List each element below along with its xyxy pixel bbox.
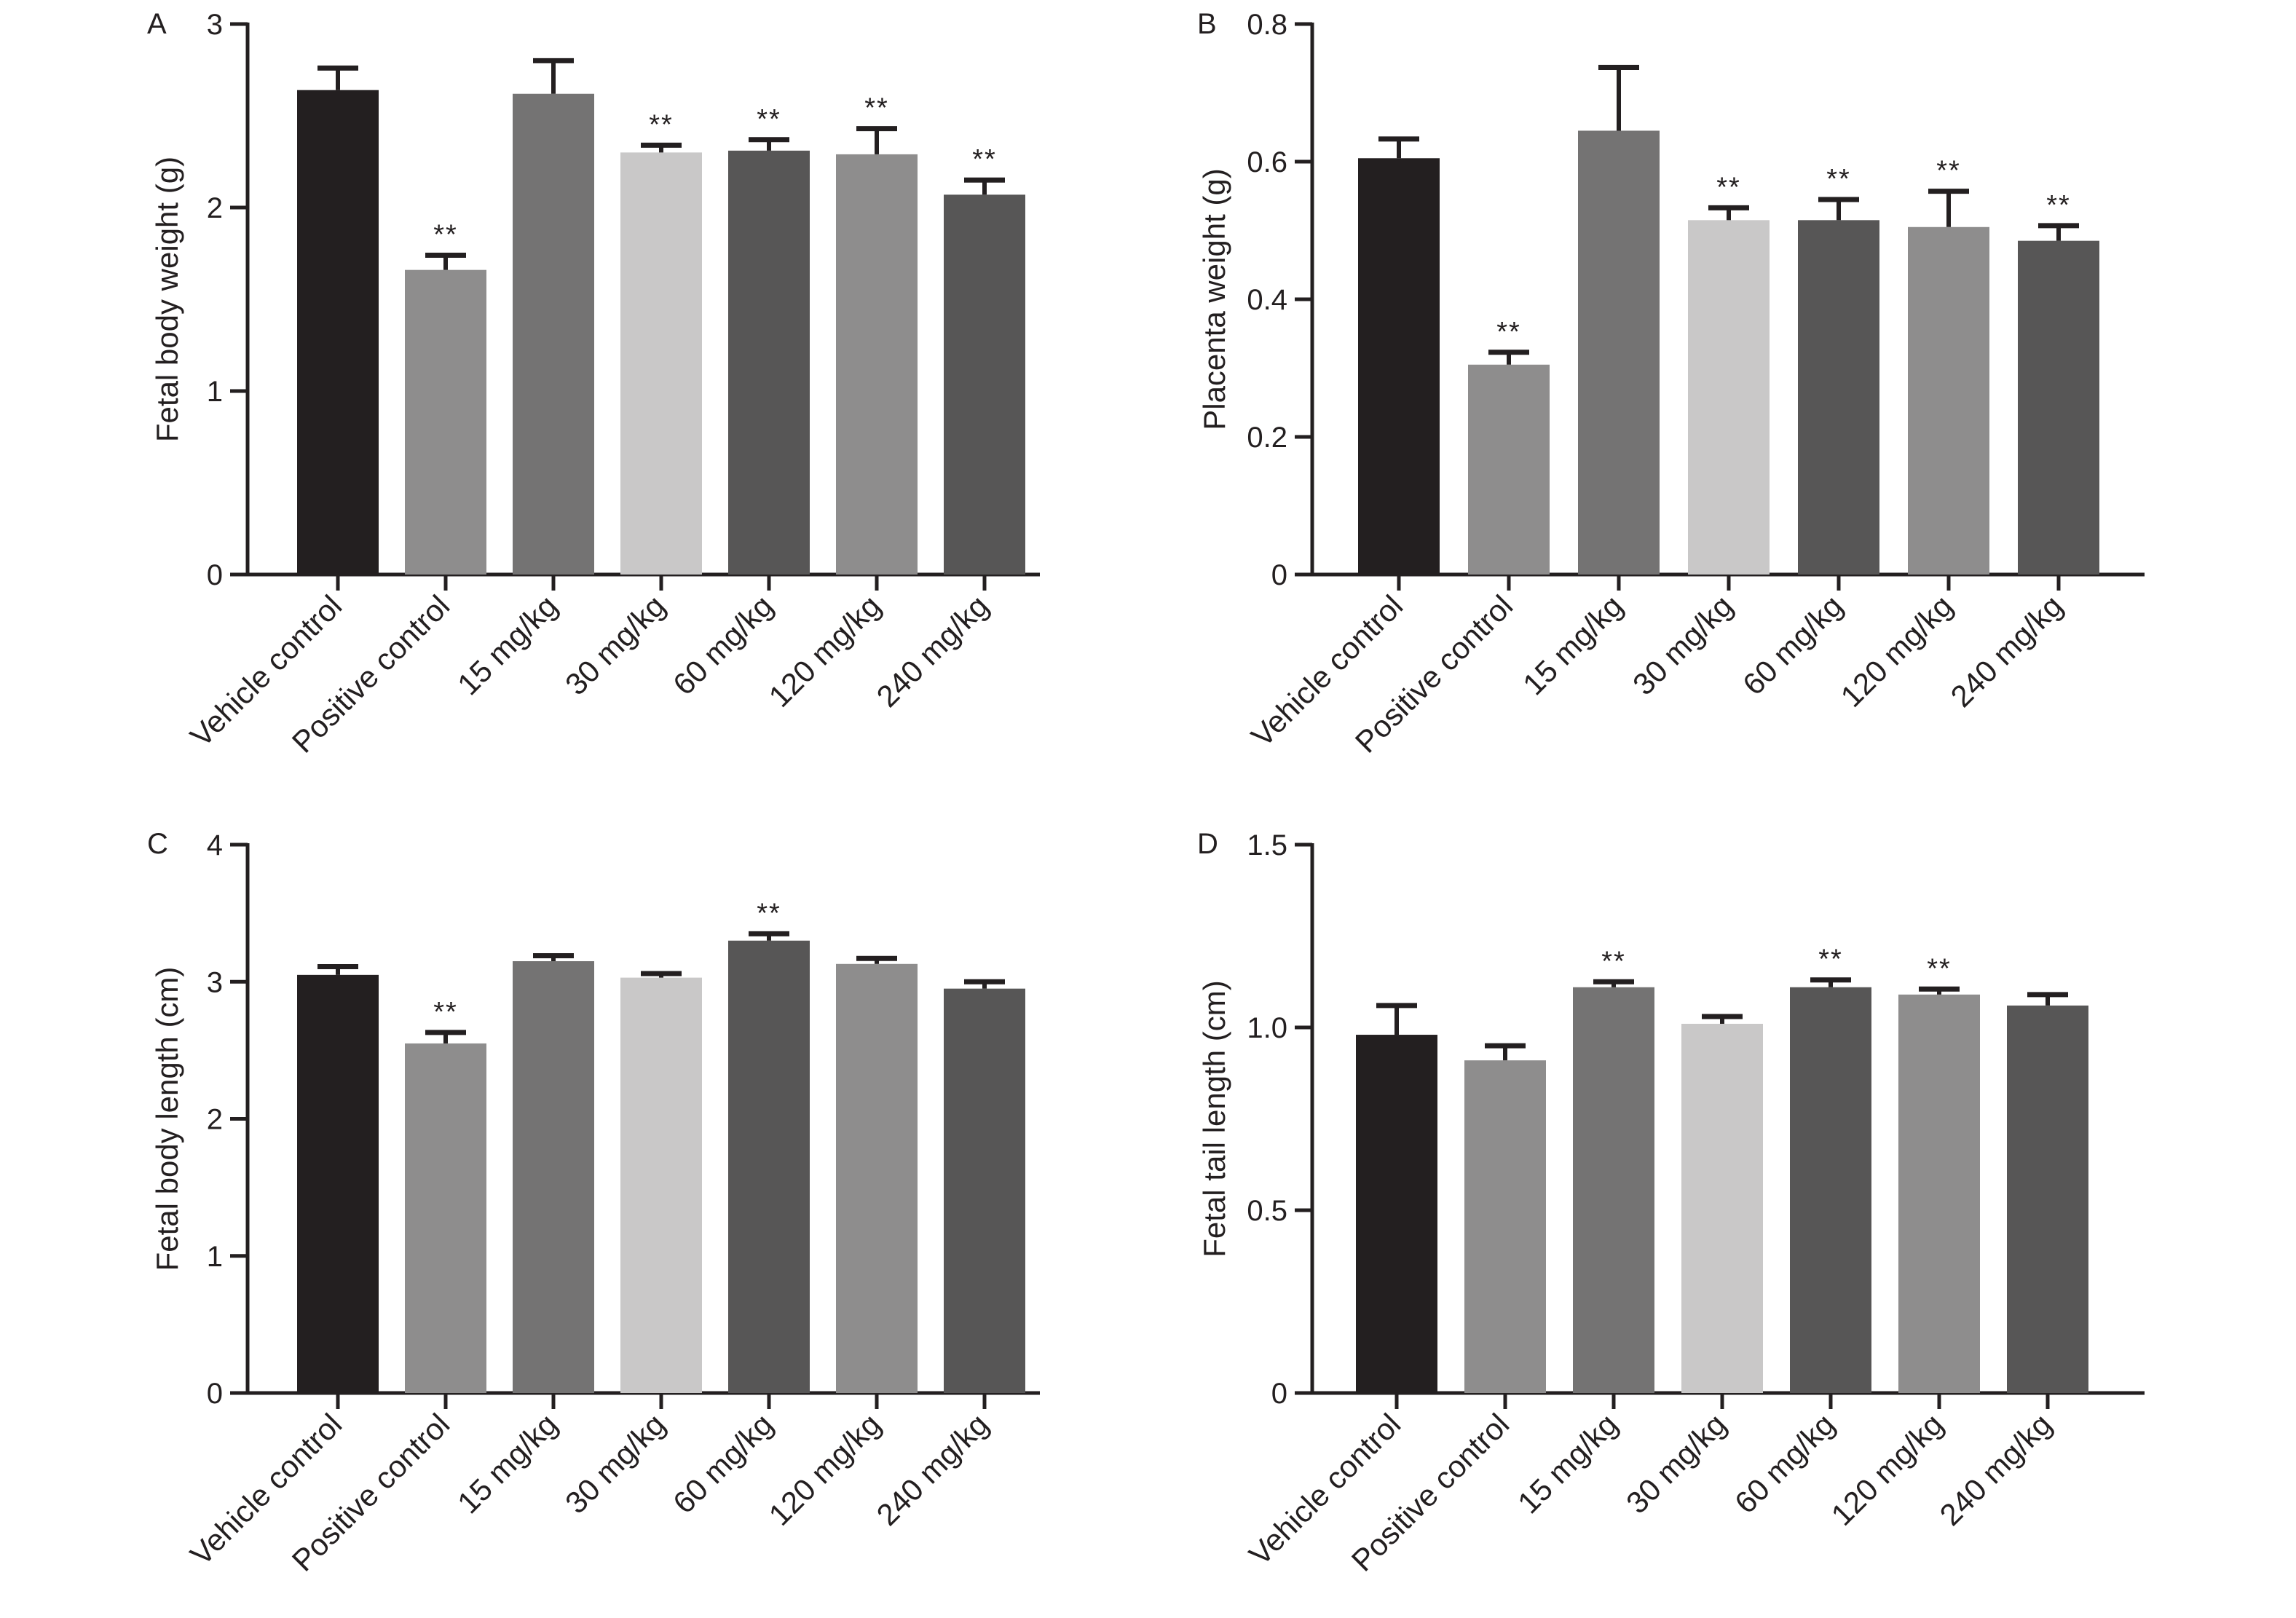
x-tick-label: 240 mg/kg bbox=[869, 1407, 995, 1532]
x-tick-label: 60 mg/kg bbox=[666, 588, 779, 701]
bar bbox=[513, 93, 594, 575]
x-tick-label: 120 mg/kg bbox=[1824, 1407, 1949, 1532]
significance-label: ** bbox=[649, 109, 674, 140]
bar bbox=[1468, 364, 1550, 575]
y-tick-label: 0.6 bbox=[1247, 146, 1287, 178]
x-tick-label: 30 mg/kg bbox=[559, 588, 671, 701]
bar bbox=[1464, 1060, 1546, 1393]
y-tick-label: 0 bbox=[207, 559, 223, 591]
y-tick-label: 0 bbox=[1271, 559, 1287, 591]
significance-label: ** bbox=[1936, 156, 1961, 186]
significance-label: ** bbox=[757, 104, 781, 135]
panel-label: A bbox=[147, 8, 167, 40]
significance-label: ** bbox=[433, 220, 458, 250]
panel-label: D bbox=[1197, 828, 1218, 860]
bar bbox=[836, 963, 918, 1393]
y-tick-label: 1.0 bbox=[1247, 1012, 1287, 1044]
y-tick-label: 0.8 bbox=[1247, 9, 1287, 41]
x-tick-label: 30 mg/kg bbox=[559, 1407, 671, 1520]
bar bbox=[1578, 130, 1660, 575]
significance-label: ** bbox=[972, 144, 997, 175]
significance-label: ** bbox=[1496, 317, 1521, 347]
bar bbox=[513, 961, 594, 1393]
significance-label: ** bbox=[2046, 190, 2071, 221]
panel-label: C bbox=[147, 828, 168, 860]
bar bbox=[1356, 1035, 1437, 1393]
significance-label: ** bbox=[757, 898, 781, 928]
bar bbox=[1573, 987, 1654, 1393]
y-tick-label: 0 bbox=[1271, 1378, 1287, 1410]
bar bbox=[728, 150, 810, 575]
bar bbox=[944, 194, 1025, 575]
bar bbox=[297, 974, 379, 1393]
y-tick-label: 3 bbox=[207, 9, 223, 41]
bar bbox=[1908, 226, 1989, 575]
bar bbox=[1898, 994, 1980, 1393]
y-tick-label: 1 bbox=[207, 376, 223, 408]
x-tick-label: 15 mg/kg bbox=[1511, 1407, 1624, 1520]
bar bbox=[944, 988, 1025, 1393]
significance-label: ** bbox=[1716, 172, 1741, 202]
y-tick-label: 1 bbox=[207, 1241, 223, 1273]
y-tick-label: 0 bbox=[207, 1378, 223, 1410]
bar bbox=[1790, 987, 1871, 1393]
bar bbox=[1358, 158, 1440, 575]
significance-label: ** bbox=[864, 93, 889, 124]
x-tick-label: 120 mg/kg bbox=[1834, 588, 1959, 714]
x-tick-label: 60 mg/kg bbox=[666, 1407, 779, 1520]
y-tick-label: 4 bbox=[207, 829, 223, 861]
x-tick-label: 15 mg/kg bbox=[451, 588, 564, 701]
y-axis-title: Placenta weight (g) bbox=[1197, 168, 1231, 430]
bar bbox=[620, 152, 702, 575]
x-tick-label: 30 mg/kg bbox=[1626, 588, 1739, 701]
y-tick-label: 2 bbox=[207, 1104, 223, 1136]
x-tick-label: 120 mg/kg bbox=[762, 1407, 887, 1532]
y-tick-label: 1.5 bbox=[1247, 829, 1287, 861]
y-axis-title: Fetal body weight (g) bbox=[150, 157, 184, 442]
bar bbox=[297, 90, 379, 575]
y-axis-title: Fetal body length (cm) bbox=[150, 967, 184, 1271]
x-tick-label: 60 mg/kg bbox=[1728, 1407, 1841, 1520]
x-tick-label: 15 mg/kg bbox=[1516, 588, 1629, 701]
bar bbox=[728, 940, 810, 1393]
significance-label: ** bbox=[1826, 164, 1851, 194]
y-tick-label: 0.4 bbox=[1247, 284, 1287, 316]
bar bbox=[620, 977, 702, 1393]
y-tick-label: 3 bbox=[207, 966, 223, 998]
bar bbox=[1681, 1023, 1763, 1393]
y-axis-title: Fetal tail length (cm) bbox=[1197, 980, 1231, 1257]
y-tick-label: 0.5 bbox=[1247, 1195, 1287, 1227]
panel-label: B bbox=[1197, 8, 1217, 40]
x-tick-label: 60 mg/kg bbox=[1736, 588, 1849, 701]
bar bbox=[2018, 240, 2099, 575]
significance-label: ** bbox=[433, 997, 458, 1027]
x-tick-label: 30 mg/kg bbox=[1620, 1407, 1732, 1520]
bar bbox=[405, 1043, 486, 1393]
bar bbox=[1798, 220, 1879, 575]
y-tick-label: 0.2 bbox=[1247, 422, 1287, 454]
bar bbox=[836, 154, 918, 575]
significance-label: ** bbox=[1601, 946, 1626, 976]
x-tick-label: 240 mg/kg bbox=[1944, 588, 2069, 714]
bar bbox=[2007, 1005, 2088, 1393]
significance-label: ** bbox=[1818, 944, 1843, 975]
x-tick-label: 120 mg/kg bbox=[762, 588, 887, 714]
bar bbox=[1688, 220, 1770, 575]
y-tick-label: 2 bbox=[207, 192, 223, 224]
x-tick-label: 240 mg/kg bbox=[869, 588, 995, 714]
bar bbox=[405, 269, 486, 575]
x-tick-label: 15 mg/kg bbox=[451, 1407, 564, 1520]
significance-label: ** bbox=[1927, 953, 1952, 984]
x-tick-label: 240 mg/kg bbox=[1933, 1407, 2058, 1532]
